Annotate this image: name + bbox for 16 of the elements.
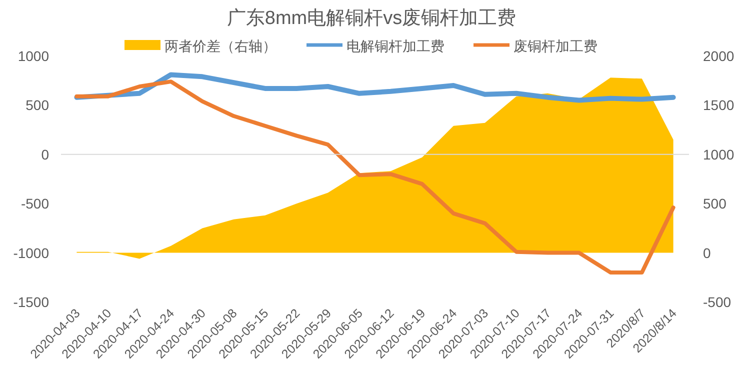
y2-tick-label: -500: [703, 294, 732, 310]
y-tick-label: 500: [26, 97, 50, 114]
chart-title: 广东8mm电解铜杆vs废铜杆加工费: [226, 7, 516, 29]
y-tick-label: 1000: [18, 48, 50, 64]
legend-label: 电解铜杆加工费: [346, 38, 444, 54]
legend-label: 两者价差（右轴）: [164, 38, 276, 54]
y2-tick-label: 1000: [703, 146, 734, 162]
y-tick-label: -500: [20, 196, 50, 212]
y2-tick-label: 0: [703, 244, 711, 261]
y2-tick-label: 2000: [703, 48, 734, 64]
y-tick-label: -1000: [13, 244, 50, 261]
y-tick-label: 0: [41, 146, 50, 162]
y-tick-label: -1500: [13, 294, 50, 310]
y2-tick-label: 500: [703, 196, 727, 212]
legend-label: 废铜杆加工费: [514, 38, 598, 54]
y2-tick-label: 1500: [703, 97, 734, 114]
